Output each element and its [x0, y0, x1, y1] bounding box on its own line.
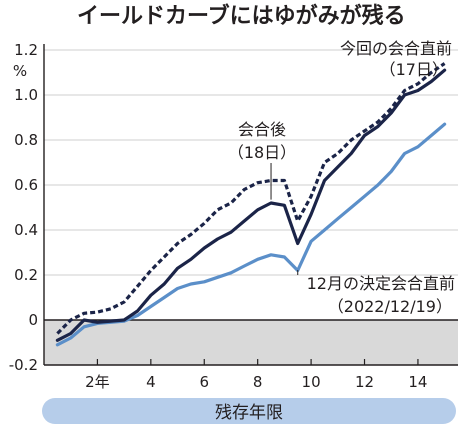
y-axis-ticks: 1.2 1.0 0.8 0.6 0.4 0.2 0 -0.2	[9, 41, 38, 374]
annotation-current-line1: 今回の会合直前	[340, 39, 452, 58]
x-axis-label: 残存年限	[215, 403, 283, 423]
x-tick-label: 2年	[85, 373, 110, 391]
series-line-0	[56, 62, 446, 335]
y-tick-label: 1.0	[14, 86, 38, 104]
x-axis-ticks: 2年 4 6 8 10 12 14	[85, 359, 427, 391]
negative-yield-region	[44, 320, 458, 365]
y-tick-label: 1.2	[14, 41, 38, 59]
y-axis-unit: %	[13, 62, 27, 80]
annotation-after-line2: （18日）	[228, 143, 296, 162]
y-tick-label: 0.6	[14, 176, 38, 194]
annotation-current-line2: （17日）	[380, 60, 448, 79]
series-lines	[55, 62, 447, 347]
x-axis-label-band	[42, 398, 456, 424]
x-tick-label: 12	[355, 373, 374, 391]
chart-title: イールドカーブにはゆがみが残る	[77, 3, 406, 29]
annotation-after-line1: 会合後	[238, 120, 286, 139]
y-tick-label: -0.2	[9, 356, 38, 374]
x-tick-label: 8	[253, 373, 263, 391]
y-tick-label: 0	[28, 311, 38, 329]
x-tick-label: 14	[408, 373, 427, 391]
annotation-december-line1: 12月の決定会合直前	[307, 274, 455, 293]
x-tick-label: 6	[199, 373, 209, 391]
series-line-1	[55, 68, 447, 342]
y-tick-label: 0.2	[14, 266, 38, 284]
annotation-december-line2: （2022/12/19）	[328, 297, 452, 316]
grid-lines	[43, 44, 458, 366]
y-tick-label: 0.8	[14, 131, 38, 149]
annotation-leaders	[270, 163, 299, 275]
x-tick-label: 4	[146, 373, 156, 391]
y-tick-label: 0.4	[14, 221, 38, 239]
x-tick-label: 10	[302, 373, 321, 391]
